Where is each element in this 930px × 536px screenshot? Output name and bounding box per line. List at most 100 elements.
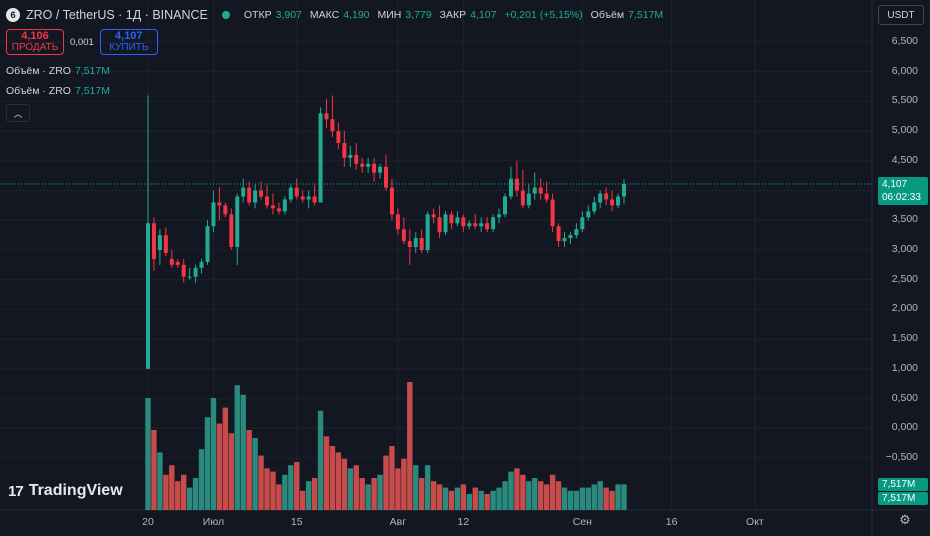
candle-body xyxy=(622,184,626,197)
candle-body xyxy=(211,202,216,227)
time-axis-label: 20 xyxy=(142,516,154,528)
price-axis-label: 1,500 xyxy=(891,332,918,345)
volume-tag-2: 7,517M xyxy=(878,492,928,505)
volume-bar xyxy=(300,490,306,510)
sell-label: ПРОДАТЬ xyxy=(11,42,59,53)
buy-price: 4,107 xyxy=(115,30,143,42)
volume-bar xyxy=(555,481,562,510)
last-price-tag: 4,107 06:02:33 xyxy=(878,177,928,205)
volume-bar xyxy=(311,478,318,510)
time-axis-label: Окт xyxy=(746,516,764,528)
tradingview-mark-icon: 17 xyxy=(8,482,24,500)
volume-bar xyxy=(407,382,413,510)
candle-body xyxy=(157,235,162,250)
tradingview-wordmark: TradingView xyxy=(28,482,123,499)
close-label: ЗАКР xyxy=(439,9,467,21)
time-axis-label: 12 xyxy=(457,516,470,528)
volume-bar xyxy=(359,478,365,510)
zro-coin-icon: ϐ xyxy=(6,8,20,22)
gear-icon[interactable]: ⚙ xyxy=(899,512,911,527)
candle-body xyxy=(485,223,490,230)
candle-body xyxy=(449,214,454,224)
volume-bar xyxy=(252,438,258,510)
volume-bar xyxy=(532,478,538,510)
volume-legend-value: 7,517M xyxy=(74,65,110,77)
volume-bar xyxy=(365,484,371,510)
close-value: 4,107 xyxy=(470,9,497,21)
price-axis-label: 5,500 xyxy=(891,94,918,107)
volume-legend-1[interactable]: Объём · ZRO 7,517M xyxy=(6,65,110,77)
volume-bar xyxy=(573,490,580,510)
high-label: МАКС xyxy=(309,9,340,21)
candle-body xyxy=(431,214,436,218)
candle-body xyxy=(479,223,484,227)
volume-bar xyxy=(609,490,615,510)
collapse-legend-button[interactable]: ︿ xyxy=(6,104,30,122)
candle-body xyxy=(580,217,585,230)
candle-body xyxy=(175,261,180,265)
candle-body xyxy=(241,187,246,197)
volume-tag-1: 7,517M xyxy=(878,478,928,491)
candle-body xyxy=(324,113,329,120)
volume-bar xyxy=(145,398,151,510)
candle-body xyxy=(550,199,555,227)
candle-body xyxy=(146,223,150,369)
sell-button[interactable]: 4,106 ПРОДАТЬ xyxy=(6,29,64,55)
candle-body xyxy=(407,241,412,248)
volume-bar xyxy=(258,455,264,510)
price-axis-label: 1,000 xyxy=(891,361,918,374)
volume-bar xyxy=(520,474,526,510)
time-axis-label: 16 xyxy=(665,516,678,528)
volume-bar xyxy=(419,478,425,510)
volume-bar xyxy=(383,455,389,510)
volume-bar xyxy=(502,481,508,510)
candle-body xyxy=(503,196,507,215)
candle-body xyxy=(401,229,406,242)
volume-bar xyxy=(401,458,407,510)
volume-bar xyxy=(341,458,348,510)
candle-body xyxy=(598,193,603,203)
volume-bar xyxy=(543,484,550,510)
candle-body xyxy=(294,187,299,197)
symbol-title[interactable]: ZRO / TetherUS · 1Д · BINANCE xyxy=(26,8,208,22)
volume-bar xyxy=(591,484,597,510)
candle-body xyxy=(318,113,323,203)
candle-body xyxy=(276,208,281,212)
candle-body xyxy=(389,187,394,215)
volume-bar xyxy=(436,484,443,510)
volume-bar xyxy=(597,481,603,510)
volume-value: 7,517M xyxy=(628,9,664,21)
candle-body xyxy=(473,223,478,227)
candle-body xyxy=(443,214,448,233)
candle-body xyxy=(282,199,287,212)
volume-bar xyxy=(603,487,609,510)
currency-selector[interactable]: USDT xyxy=(878,5,924,25)
volume-bar xyxy=(198,449,205,510)
volume-legend-2[interactable]: Объём · ZRO 7,517M xyxy=(6,85,110,97)
candle-body xyxy=(372,163,377,173)
volume-bar xyxy=(496,487,502,510)
volume-bar xyxy=(181,474,187,510)
buy-button[interactable]: 4,107 КУПИТЬ xyxy=(99,29,158,55)
volume-bar xyxy=(264,468,270,510)
volume-bar xyxy=(549,474,556,510)
price-axis-label: 5,000 xyxy=(891,124,918,137)
volume-bar xyxy=(442,487,449,510)
candle-body xyxy=(491,217,496,230)
price-axis-label: 3,000 xyxy=(891,243,918,255)
volume-bar xyxy=(347,468,353,510)
sell-price: 4,106 xyxy=(21,30,49,42)
volume-bar xyxy=(335,452,342,510)
volume-label: Объём xyxy=(590,9,625,21)
candle-body xyxy=(592,202,597,212)
candle-body xyxy=(169,258,174,265)
candle-body xyxy=(604,193,609,200)
tradingview-logo[interactable]: 17 TradingView xyxy=(8,482,123,500)
candle-body xyxy=(223,205,228,215)
candle-body xyxy=(187,276,192,278)
low-value: 3,779 xyxy=(405,9,432,21)
volume-bar xyxy=(389,446,395,510)
candle-body xyxy=(265,196,269,206)
candle-body xyxy=(538,187,543,194)
